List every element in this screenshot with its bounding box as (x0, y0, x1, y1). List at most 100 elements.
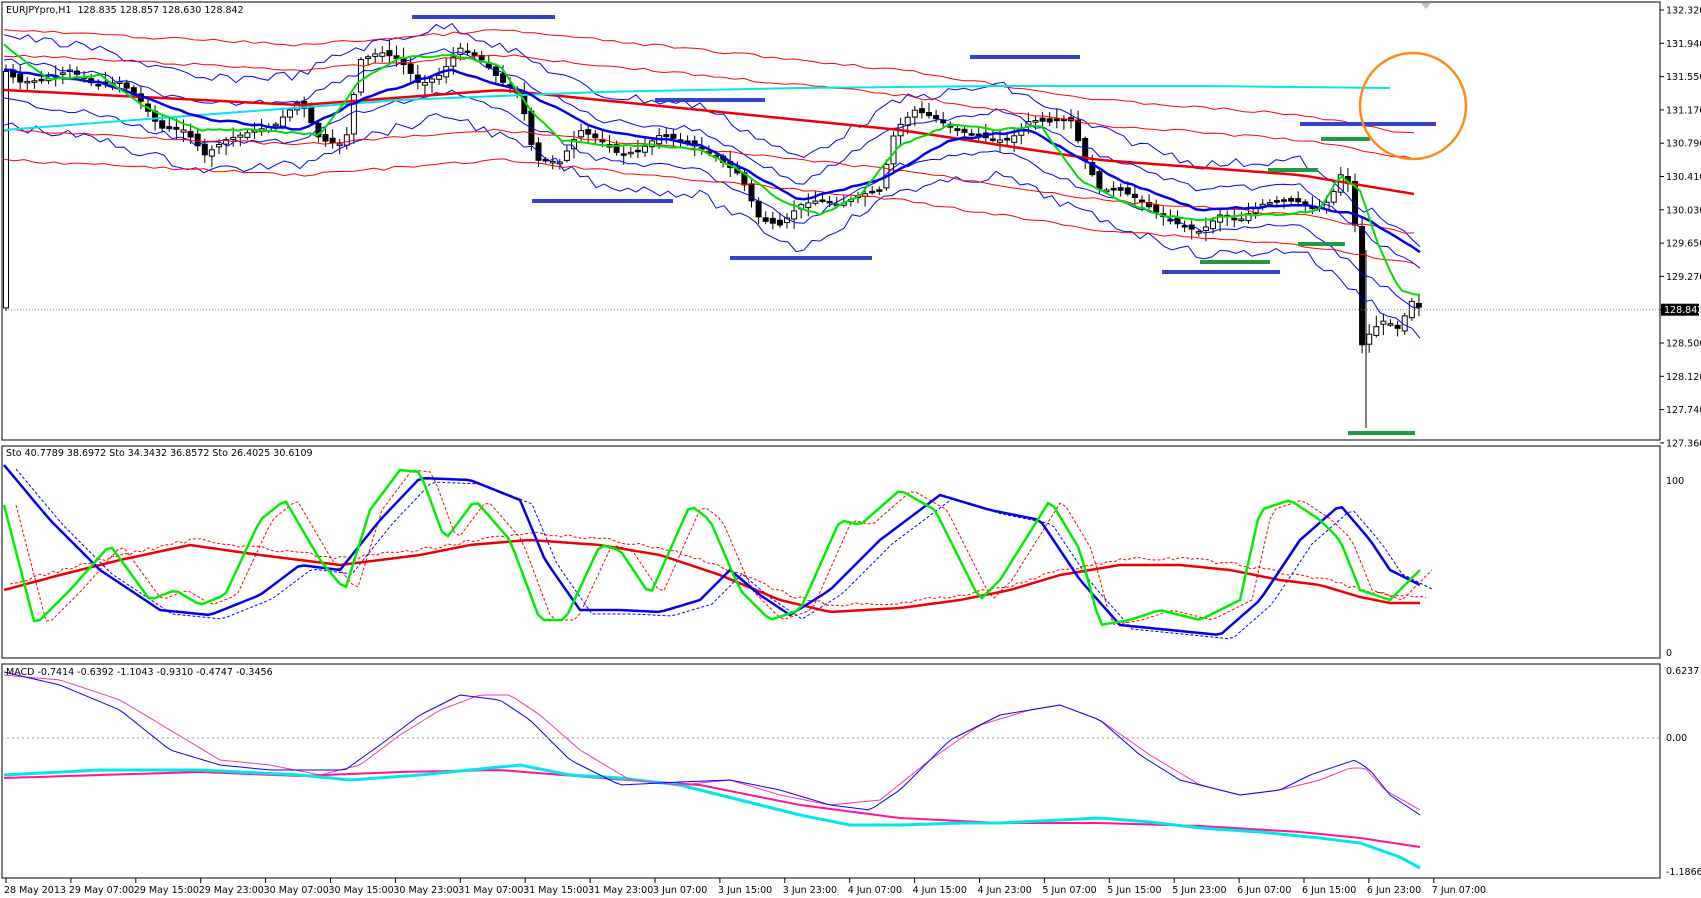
time-tick-label: 30 May 07:00 (264, 885, 329, 896)
candle-body (1117, 187, 1124, 191)
time-tick-label: 29 May 23:00 (199, 885, 264, 896)
stochastic-panel[interactable] (1, 445, 1661, 659)
candle-body (1146, 202, 1153, 208)
ema-mid-line (3, 68, 1421, 254)
candle-body (1408, 300, 1415, 319)
candle-body (1011, 135, 1018, 143)
time-tick-label: 3 Jun 15:00 (718, 885, 772, 896)
cyan-ma-line (3, 85, 1391, 131)
price-tick-label: 127.740 (1666, 405, 1701, 416)
stochastic-main-red (3, 538, 1420, 614)
candle-body (904, 116, 911, 126)
candle-body (24, 80, 31, 84)
time-tick-label: 5 Jun 23:00 (1172, 885, 1226, 896)
bollinger-inner-lower (3, 89, 1421, 310)
candle-body (95, 83, 102, 87)
candle-body (755, 200, 762, 218)
price-plot (3, 15, 1468, 435)
candle-body (358, 59, 364, 93)
time-tick-label: 4 Jun 15:00 (913, 885, 967, 896)
stochastic-tick-100: 100 (1666, 476, 1684, 487)
candle-body (1394, 324, 1401, 329)
candle-body (1110, 187, 1117, 191)
chart-scroll-marker[interactable] (1421, 3, 1431, 9)
candle-body (1053, 118, 1060, 122)
candle-body (201, 143, 208, 156)
candle-body (173, 126, 180, 130)
macd-signal-pink (3, 674, 1421, 811)
bollinger-inner-upper (3, 48, 1421, 269)
candle-body (1167, 219, 1174, 222)
candle-body (1096, 171, 1103, 190)
time-tick-label: 3 Jun 23:00 (783, 885, 837, 896)
candle-body (1131, 193, 1138, 199)
candle-body (1217, 214, 1224, 223)
ema-slow-line (3, 88, 1415, 196)
candle-body (123, 82, 130, 89)
macd-slow-cyan (3, 763, 1421, 870)
price-tick-label: 129.650 (1666, 239, 1701, 250)
candle-body (272, 123, 279, 127)
candle-body (627, 151, 634, 155)
price-tick-label: 130.790 (1666, 139, 1701, 150)
envelope-red-upper (3, 54, 1415, 160)
candle-body (116, 81, 123, 84)
candle-body (500, 73, 506, 83)
candle-body (17, 73, 24, 83)
candle-body (585, 129, 592, 135)
time-tick-label: 31 May 15:00 (523, 885, 588, 896)
price-tick-label: 131.550 (1666, 72, 1701, 83)
price-tick-label: 131.940 (1666, 39, 1701, 50)
time-tick-label: 4 Jun 23:00 (978, 885, 1032, 896)
candle-body (180, 129, 187, 133)
macd-tick-zero: 0.00 (1666, 733, 1687, 744)
macd-main-blue (3, 671, 1421, 816)
stochastic-plot (2, 464, 1433, 640)
candle-body (1281, 199, 1287, 202)
macd-tick-top: 0.6237 (1666, 666, 1699, 677)
candle-body (194, 133, 201, 147)
candle-body (769, 217, 776, 224)
candle-body (1075, 119, 1082, 142)
candle-body (911, 109, 918, 118)
stochastic-tick-0: 0 (1666, 648, 1672, 659)
candle-body (926, 112, 932, 117)
candle-body (549, 160, 556, 164)
shift-triangle-icon[interactable] (1421, 3, 1431, 9)
candle-body (1124, 187, 1131, 195)
time-tick-label: 28 May 2013 (4, 885, 66, 896)
candle-body (918, 108, 925, 114)
time-tick-label: 30 May 23:00 (393, 885, 458, 896)
time-tick-label: 29 May 15:00 (134, 885, 199, 896)
candle-body (599, 139, 606, 143)
candle-body (1352, 181, 1358, 226)
stochastic-signal-fast (15, 469, 1433, 626)
candle-body (187, 130, 194, 138)
candle-body (372, 53, 379, 57)
candle-body (1337, 174, 1344, 193)
candle-body (1089, 162, 1096, 176)
bollinger-upper (3, 22, 1421, 247)
bollinger-lower (3, 113, 1421, 339)
candle-body (59, 72, 66, 75)
candle-body (1231, 217, 1238, 221)
candle-body (464, 50, 471, 54)
candle-body (968, 133, 975, 136)
candle-body (989, 138, 996, 141)
macd-tick-bottom: -1.1866 (1666, 867, 1701, 878)
candle-body (1195, 231, 1202, 234)
candle-body (1359, 226, 1366, 346)
time-tick-label: 31 May 23:00 (588, 885, 653, 896)
candle-body (613, 144, 620, 153)
candle-body (862, 193, 869, 197)
candle-body (670, 133, 677, 139)
candle-body (1373, 326, 1380, 336)
candle-body (450, 56, 457, 67)
candle-body (1153, 204, 1160, 213)
candle-body (578, 130, 585, 138)
candle-body (663, 134, 670, 138)
candle-body (1380, 320, 1387, 325)
candle-body (216, 144, 222, 148)
candle-body (812, 200, 819, 204)
